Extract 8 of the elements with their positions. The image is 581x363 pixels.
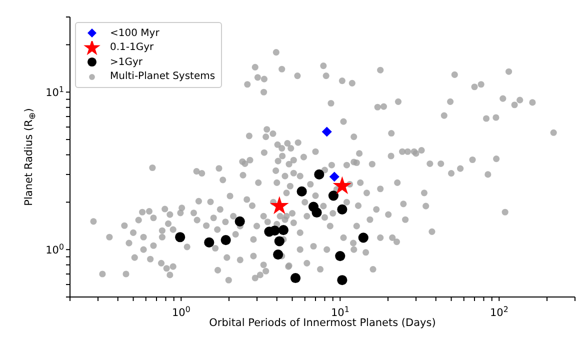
- x-tick-label: 10$^{2}$: [490, 304, 508, 319]
- legend-label: >1Gyr: [110, 56, 143, 68]
- legend-label: 0.1-1Gyr: [110, 42, 154, 54]
- legend-label: Multi-Planet Systems: [110, 71, 216, 82]
- legend-label: <100 Myr: [110, 28, 160, 39]
- x-tick-label: 10$^{0}$: [172, 304, 190, 319]
- x-axis-title: Orbital Periods of Innermost Planets (Days): [209, 317, 436, 329]
- x-tick-label: 10$^{1}$: [330, 304, 350, 319]
